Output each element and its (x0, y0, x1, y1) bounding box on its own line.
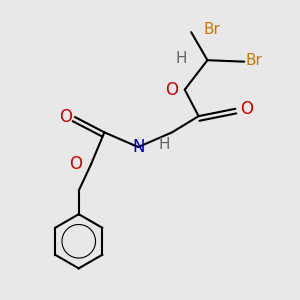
Text: Br: Br (246, 53, 262, 68)
Text: Br: Br (203, 22, 220, 37)
Text: H: H (175, 51, 187, 66)
Text: O: O (240, 100, 253, 118)
Text: O: O (165, 81, 178, 99)
Text: N: N (132, 138, 145, 156)
Text: O: O (59, 108, 72, 126)
Text: H: H (159, 136, 170, 152)
Text: O: O (69, 155, 82, 173)
